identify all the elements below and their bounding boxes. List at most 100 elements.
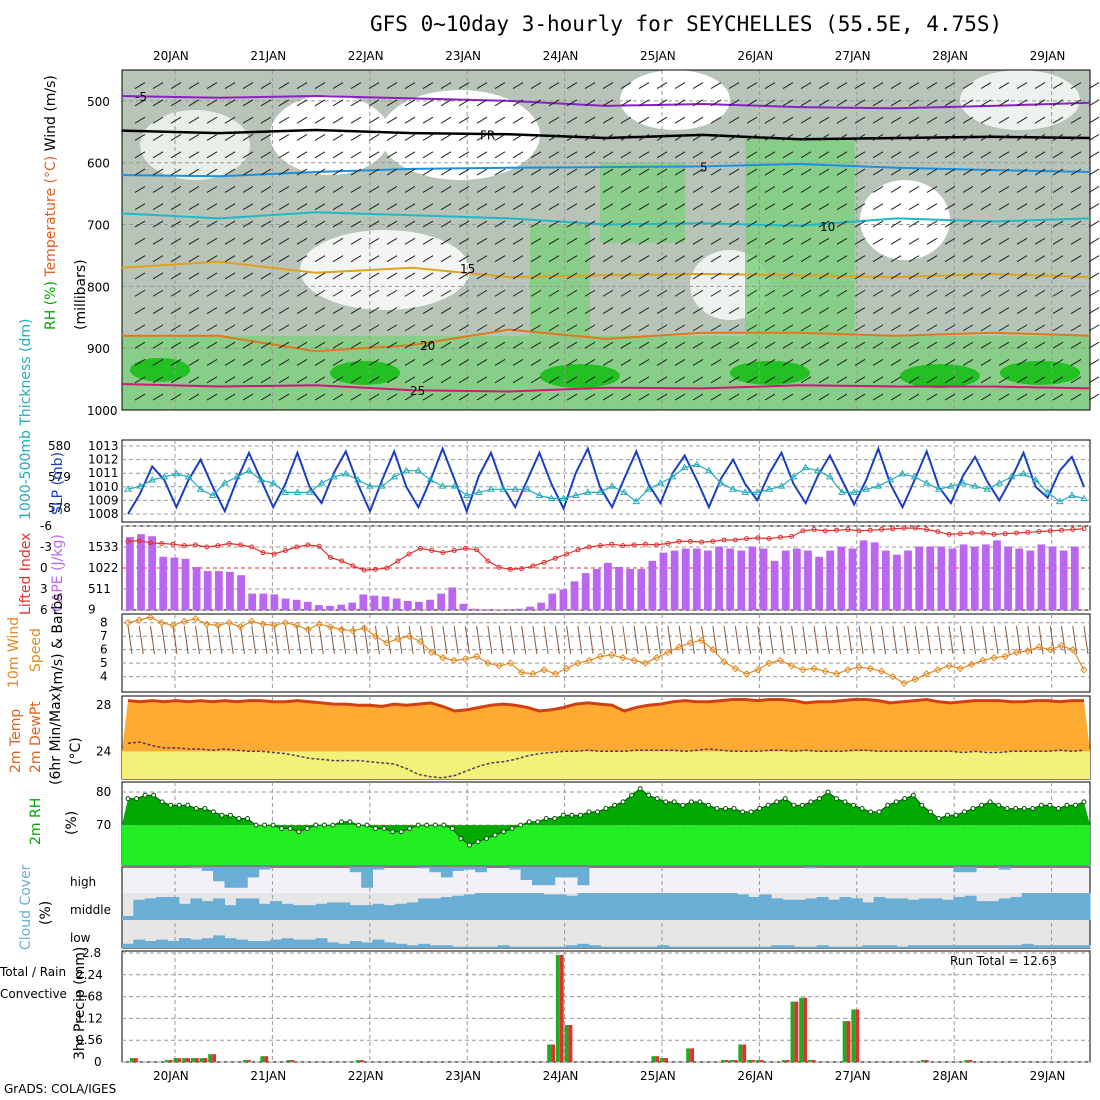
wind-barb bbox=[134, 82, 146, 89]
cloud-bar bbox=[930, 945, 943, 948]
wind-speed-marker bbox=[416, 637, 425, 646]
y-tick-label: 900 bbox=[87, 342, 110, 356]
wind-barb bbox=[656, 237, 668, 245]
wind-barb bbox=[872, 307, 884, 314]
wind-barb bbox=[242, 359, 254, 366]
rh-marker bbox=[842, 799, 848, 805]
wind-barb bbox=[674, 307, 686, 314]
wind-barb bbox=[453, 625, 459, 655]
cloud-bar bbox=[623, 893, 635, 920]
cloud-bar bbox=[235, 898, 248, 920]
wind-barb bbox=[458, 99, 470, 107]
wind-barb bbox=[152, 324, 164, 332]
wind-barb bbox=[368, 134, 380, 141]
lifted-index-marker bbox=[485, 558, 491, 564]
wind-barb bbox=[1061, 625, 1067, 655]
precip-total-bar bbox=[547, 1044, 552, 1062]
wind-barb bbox=[386, 289, 398, 297]
cloud-band bbox=[122, 867, 1090, 893]
date-label-top: 22JAN bbox=[348, 49, 384, 63]
wind-barb bbox=[314, 116, 326, 124]
rh-marker bbox=[185, 802, 191, 808]
wind-barb bbox=[224, 289, 236, 297]
wind-barb bbox=[881, 625, 887, 655]
cape-bar bbox=[570, 581, 579, 610]
wind-barb bbox=[296, 625, 302, 655]
thickness-marker bbox=[838, 488, 846, 495]
wind-speed-marker bbox=[191, 614, 200, 623]
wind-barb bbox=[584, 203, 596, 211]
cape-bar bbox=[1070, 546, 1079, 610]
cloud-bar bbox=[475, 893, 487, 920]
cape-bar bbox=[592, 569, 601, 610]
wind-barb bbox=[1070, 255, 1082, 263]
wind-barb bbox=[458, 134, 470, 141]
cloud-bar bbox=[782, 899, 795, 920]
precip-total-bar bbox=[164, 1060, 169, 1062]
wind-barb bbox=[509, 625, 515, 655]
thickness-marker bbox=[329, 472, 338, 480]
thickness-marker bbox=[293, 488, 302, 495]
wind-barb bbox=[638, 341, 650, 349]
dewpoint-line bbox=[127, 741, 1085, 779]
wind-barb bbox=[818, 168, 830, 176]
wind-barb bbox=[1034, 324, 1046, 332]
wind-barb bbox=[134, 289, 146, 297]
lifted-index-marker bbox=[260, 550, 266, 556]
wind-barb bbox=[206, 203, 218, 211]
wind-barb bbox=[152, 99, 164, 107]
wind-barb bbox=[818, 134, 830, 141]
wind-barb bbox=[458, 203, 470, 211]
wind-barb bbox=[962, 359, 974, 366]
cloud-bar bbox=[611, 946, 624, 948]
rh-marker bbox=[910, 792, 916, 798]
wind-barb bbox=[1052, 341, 1064, 349]
wind-barb bbox=[341, 625, 347, 655]
wind-barb bbox=[872, 185, 884, 193]
wind-barb bbox=[260, 272, 272, 280]
cape-bar bbox=[859, 540, 868, 610]
rh-marker bbox=[390, 829, 396, 835]
precip-convective-bar bbox=[203, 1058, 208, 1062]
cape-bar bbox=[770, 560, 779, 610]
wind-barb bbox=[512, 82, 524, 89]
wind-barb bbox=[242, 203, 254, 211]
wind-barb bbox=[494, 255, 506, 263]
precip-convective-bar bbox=[177, 1058, 182, 1062]
wind-barb bbox=[710, 324, 722, 332]
precip-convective-bar bbox=[568, 1025, 573, 1062]
cloud-bar bbox=[998, 945, 1011, 948]
wind-barb bbox=[134, 376, 146, 384]
wind-barb bbox=[386, 393, 398, 401]
wind-barb bbox=[836, 272, 848, 280]
wind-barb bbox=[314, 185, 326, 193]
wind-barb bbox=[530, 185, 542, 193]
wind-barb bbox=[710, 134, 722, 141]
wind-barb bbox=[926, 625, 932, 655]
wind-speed-marker bbox=[619, 654, 627, 662]
lifted-index-marker bbox=[811, 527, 817, 532]
wind-barb bbox=[622, 625, 628, 655]
thickness-marker bbox=[378, 482, 387, 489]
thickness-tick-label: 580 bbox=[48, 439, 71, 453]
wind-barb bbox=[944, 134, 956, 141]
wind-barb bbox=[329, 625, 335, 655]
cape-bar bbox=[348, 602, 357, 610]
y-tick-label: 1000 bbox=[87, 404, 118, 418]
wind-barb bbox=[521, 625, 527, 655]
lifted-index-marker bbox=[890, 526, 896, 532]
cloud-bar bbox=[122, 943, 134, 948]
cloud-bar bbox=[1078, 893, 1091, 920]
wind-barb bbox=[422, 393, 434, 401]
wind-tick-label: 5 bbox=[100, 656, 108, 670]
wind-speed-marker bbox=[270, 621, 278, 630]
wind-barb bbox=[224, 203, 236, 211]
wind-barb bbox=[1070, 376, 1082, 384]
wind-barb bbox=[746, 99, 758, 107]
rh-marker bbox=[782, 796, 788, 802]
wind-barb bbox=[458, 237, 470, 245]
rh-marker bbox=[577, 812, 583, 818]
wind-barb bbox=[746, 185, 758, 193]
wind-barb bbox=[332, 134, 344, 141]
wind-barb bbox=[368, 237, 380, 245]
